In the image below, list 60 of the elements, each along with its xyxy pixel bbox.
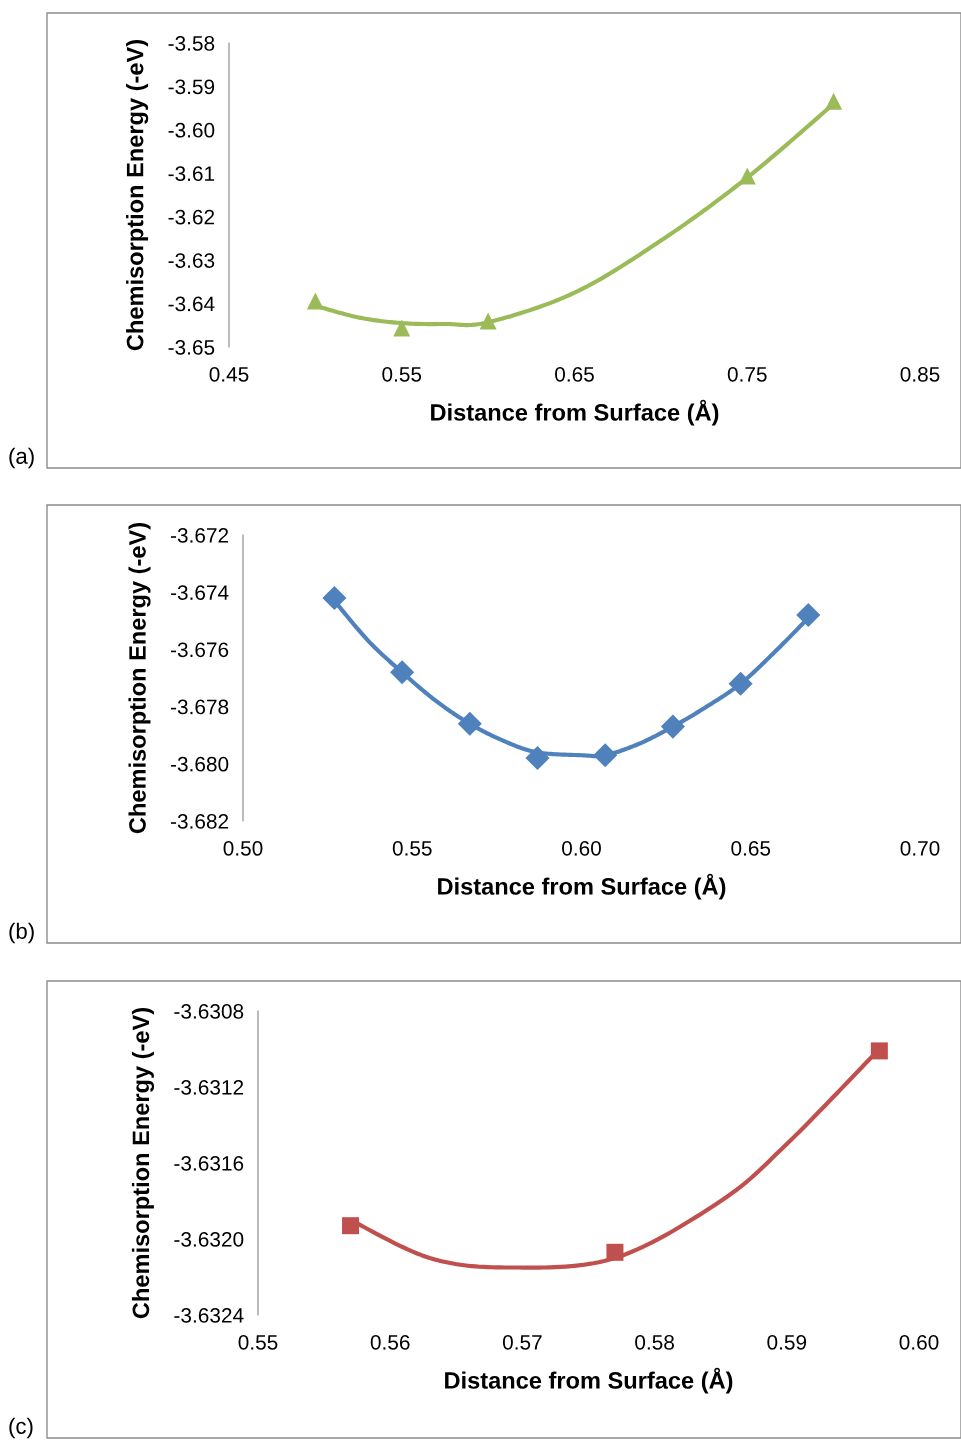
x-tick-label: 0.65 — [731, 840, 771, 856]
y-tick-label: -3.674 — [170, 585, 229, 600]
point — [738, 167, 756, 185]
y-axis-title: Chemisorption Energy (-eV) — [131, 1008, 155, 1319]
text: (a) — [9, 447, 34, 469]
y-tick-label: -3.58 — [168, 36, 215, 51]
point — [593, 743, 618, 768]
x-tick-label: 0.55 — [382, 366, 422, 382]
point — [870, 1042, 888, 1060]
point — [525, 746, 550, 771]
y-tick-label: -3.680 — [170, 756, 229, 772]
point — [390, 660, 415, 685]
y-tick-label: -3.65 — [168, 340, 215, 355]
y-tick-label: -3.62 — [168, 209, 215, 225]
y-tick-label: -3.61 — [168, 166, 215, 182]
point — [728, 671, 753, 696]
x-tick-label: 0.55 — [238, 1334, 278, 1350]
y-tick-label: -3.6324 — [174, 1308, 244, 1323]
y-tick-label: -3.676 — [170, 642, 229, 658]
x-tick-label: 0.59 — [767, 1334, 807, 1350]
point — [457, 711, 482, 736]
text: (c) — [9, 1417, 33, 1439]
point — [825, 92, 843, 110]
x-tick-label: 0.70 — [900, 840, 940, 856]
point — [306, 292, 324, 310]
x-tick-label: 0.56 — [370, 1334, 410, 1350]
x-tick-label: 0.60 — [562, 840, 601, 856]
y-tick-label: -3.63 — [168, 253, 215, 268]
point — [660, 714, 685, 739]
y-tick-label: -3.6320 — [174, 1232, 244, 1247]
y-axis-title: Chemisorption Energy (-eV) — [128, 523, 151, 834]
x-tick-label: 0.75 — [727, 366, 767, 382]
x-axis-title: Distance from Surface (Å) — [438, 873, 726, 900]
x-tick-label: 0.65 — [555, 366, 594, 382]
y-tick-label: -3.6316 — [174, 1156, 244, 1171]
y-tick-label: -3.60 — [168, 122, 215, 138]
point — [342, 1217, 360, 1235]
point — [796, 603, 821, 628]
x-axis-title: Distance from Surface (Å) — [431, 399, 719, 426]
y-tick-label: -3.682 — [170, 814, 229, 829]
x-tick-label: 0.85 — [900, 366, 940, 382]
x-tick-label: 0.55 — [392, 840, 432, 856]
y-tick-label: -3.6308 — [174, 1004, 244, 1019]
y-tick-label: -3.672 — [170, 528, 229, 543]
x-tick-label: 0.57 — [502, 1334, 542, 1350]
point — [322, 585, 347, 610]
x-tick-label: 0.45 — [209, 366, 249, 382]
x-axis-title: Distance from Surface (Å) — [445, 1367, 733, 1394]
x-tick-label: 0.58 — [635, 1334, 674, 1350]
y-tick-label: -3.678 — [170, 699, 229, 715]
point — [479, 312, 497, 330]
point — [606, 1243, 624, 1261]
y-tick-label: -3.64 — [168, 296, 215, 312]
y-axis-title: Chemisorption Energy (-eV) — [126, 40, 149, 351]
point — [393, 319, 411, 337]
y-tick-label: -3.6312 — [174, 1080, 244, 1095]
x-tick-label: 0.50 — [223, 840, 263, 856]
x-tick-label: 0.60 — [899, 1334, 939, 1350]
text: (b) — [9, 922, 34, 944]
y-tick-label: -3.59 — [168, 79, 215, 95]
